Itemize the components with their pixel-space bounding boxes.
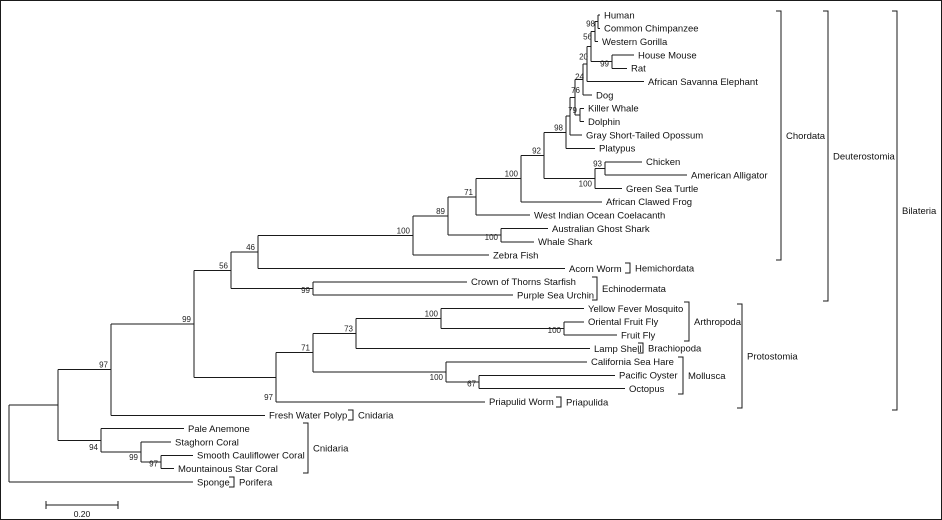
- bootstrap-value-label: 99: [129, 453, 138, 462]
- bootstrap-value-label: 67: [467, 380, 476, 389]
- clade-label: Cnidaria: [358, 410, 394, 421]
- clade-label: Porifera: [239, 477, 273, 488]
- clade-bracket: [737, 303, 743, 409]
- scale-bar-label: 0.20: [74, 509, 91, 519]
- taxon-label: Fresh Water Polyp: [269, 411, 347, 422]
- taxon-label: Purple Sea Urchin: [517, 291, 594, 302]
- clade-bracket: [229, 476, 235, 488]
- bootstrap-value-label: 99: [182, 315, 191, 324]
- taxon-label: Rat: [631, 64, 646, 75]
- clade-bracket: [556, 396, 562, 408]
- clade-label: Mollusca: [688, 371, 726, 382]
- bootstrap-value-label: 98: [586, 19, 595, 28]
- clade-bracket: [892, 10, 898, 411]
- clade-bracket: [348, 409, 354, 421]
- bootstrap-value-label: 100: [430, 373, 444, 382]
- clade-bracket: [625, 262, 631, 274]
- taxon-label: Octopus: [629, 384, 665, 395]
- clade-bracket: [684, 301, 690, 342]
- taxon-label: Smooth Cauliflower Coral: [197, 451, 305, 462]
- taxon-label: Killer Whale: [588, 104, 639, 115]
- taxon-label: Acorn Worm: [569, 264, 622, 275]
- bootstrap-value-label: 71: [464, 188, 473, 197]
- taxon-label: House Mouse: [638, 50, 697, 61]
- taxon-label: Platypus: [599, 144, 636, 155]
- bootstrap-value-label: 94: [89, 443, 98, 452]
- clade-label: Arthropoda: [694, 317, 742, 328]
- taxon-label: West Indian Ocean Coelacanth: [534, 210, 665, 221]
- bootstrap-value-label: 24: [575, 73, 584, 82]
- bootstrap-value-label: 98: [554, 123, 563, 132]
- bootstrap-value-label: 100: [425, 310, 439, 319]
- bootstrap-value-label: 46: [246, 243, 255, 252]
- clade-label: Deuterostomia: [833, 151, 895, 162]
- bootstrap-value-label: 56: [219, 261, 228, 270]
- taxon-label: Gray Short-Tailed Opossum: [586, 130, 703, 141]
- bootstrap-value-label: 89: [436, 207, 445, 216]
- bootstrap-value-label: 99: [600, 59, 609, 68]
- bootstrap-value-label: 100: [397, 227, 411, 236]
- taxon-label: Green Sea Turtle: [626, 184, 698, 195]
- bootstrap-value-label: 79: [568, 106, 577, 115]
- bootstrap-value-label: 73: [344, 325, 353, 334]
- bootstrap-value-label: 97: [264, 393, 273, 402]
- bootstrap-value-label: 100: [579, 179, 593, 188]
- clade-bracket: [776, 10, 782, 261]
- clade-label: Echinodermata: [602, 284, 667, 295]
- taxon-label: Crown of Thorns Starfish: [471, 277, 576, 288]
- taxon-label: Oriental Fruit Fly: [588, 317, 658, 328]
- taxon-label: Human: [604, 10, 635, 21]
- taxon-label: Yellow Fever Mosquito: [588, 304, 683, 315]
- taxon-label: Priapulid Worm: [489, 397, 554, 408]
- taxon-label: Sponge: [197, 477, 230, 488]
- taxon-label: Whale Shark: [538, 237, 593, 248]
- taxon-label: California Sea Hare: [591, 357, 674, 368]
- taxon-label: African Clawed Frog: [606, 197, 692, 208]
- taxon-label: Pacific Oyster: [619, 371, 678, 382]
- clade-label: Brachiopoda: [648, 343, 702, 354]
- bootstrap-value-label: 100: [505, 170, 519, 179]
- clade-bracket: [823, 10, 829, 302]
- bootstrap-value-label: 71: [301, 344, 310, 353]
- clade-label: Bilateria: [902, 206, 937, 217]
- bootstrap-value-label: 97: [99, 361, 108, 370]
- taxon-label: Australian Ghost Shark: [552, 224, 650, 235]
- bootstrap-value-label: 76: [571, 86, 580, 95]
- bootstrap-value-label: 100: [548, 326, 562, 335]
- bootstrap-value-label: 99: [301, 286, 310, 295]
- clade-label: Chordata: [786, 131, 826, 142]
- bootstrap-value-label: 100: [485, 233, 499, 242]
- taxon-label: Pale Anemone: [188, 424, 250, 435]
- bootstrap-value-label: 93: [593, 159, 602, 168]
- taxon-label: Western Gorilla: [602, 37, 668, 48]
- clade-label: Protostomia: [747, 351, 798, 362]
- clade-bracket: [592, 276, 598, 301]
- taxon-label: Chicken: [646, 157, 680, 168]
- bootstrap-value-label: 97: [149, 460, 158, 469]
- clade-bracket: [303, 422, 309, 474]
- bootstrap-value-label: 92: [532, 146, 541, 155]
- taxon-label: Common Chimpanzee: [604, 24, 699, 35]
- taxon-label: African Savanna Elephant: [648, 77, 758, 88]
- taxon-label: Dog: [596, 90, 613, 101]
- clade-label: Hemichordata: [635, 263, 695, 274]
- bootstrap-value-label: 20: [579, 53, 588, 62]
- taxon-label: Staghorn Coral: [175, 437, 239, 448]
- taxon-label: American Alligator: [691, 170, 768, 181]
- clade-label: Cnidaria: [313, 443, 349, 454]
- taxon-label: Mountainous Star Coral: [178, 464, 278, 475]
- clade-bracket: [638, 342, 644, 354]
- taxon-label: Lamp Shell: [594, 344, 642, 355]
- taxon-label: Dolphin: [588, 117, 620, 128]
- bootstrap-value-label: 56: [583, 33, 592, 42]
- clade-label: Priapulida: [566, 397, 609, 408]
- taxon-label: Fruit Fly: [621, 331, 656, 342]
- clade-bracket: [678, 356, 684, 395]
- taxon-label: Zebra Fish: [493, 250, 538, 261]
